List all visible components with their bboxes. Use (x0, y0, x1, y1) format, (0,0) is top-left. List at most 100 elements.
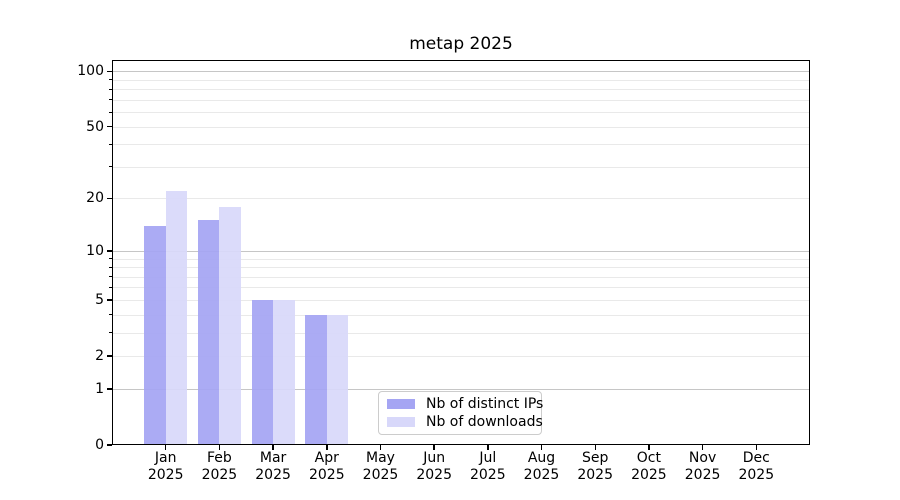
gridline-major-10 (112, 250, 810, 252)
gridline-minor-40 (112, 144, 810, 146)
y-tick-label-2: 2 (95, 348, 104, 364)
gridline-minor-6 (112, 287, 810, 289)
x-tick-year-jan: 2025 (147, 467, 184, 483)
x-tick-mark-oct (648, 445, 650, 450)
x-tick-label-apr: Apr 2025 (309, 450, 345, 484)
x-tick-mark-jun (433, 445, 435, 450)
x-tick-month-sep: Sep (581, 450, 609, 466)
gridline-minor-8 (112, 267, 810, 268)
x-tick-year-apr: 2025 (308, 467, 345, 483)
y-minortick-mark-90 (109, 79, 112, 81)
gridline-minor-50 (112, 126, 810, 128)
x-tick-label-aug: Aug 2025 (524, 450, 560, 484)
x-tick-mark-nov (701, 445, 704, 450)
x-tick-mark-mar (272, 445, 274, 450)
x-tick-month-may: May (366, 450, 395, 466)
x-tick-year-jul: 2025 (469, 467, 506, 483)
y-minortick-mark-50 (109, 126, 112, 128)
x-tick-mark-jul (487, 445, 489, 450)
x-tick-month-oct: Oct (636, 450, 661, 466)
y-minortick-mark-2 (109, 355, 112, 357)
y-tick-mark-100 (107, 70, 112, 72)
x-tick-year-feb: 2025 (201, 467, 238, 483)
y-minortick-mark-70 (109, 99, 112, 101)
x-tick-month-jan: Jan (154, 450, 177, 466)
x-tick-month-aug: Aug (527, 450, 556, 466)
gridline-minor-90 (112, 79, 810, 81)
y-minortick-mark-60 (109, 111, 112, 113)
bar-nb-of-distinct-ips-apr (305, 314, 327, 445)
gridline-minor-4 (112, 314, 810, 316)
x-tick-label-sep: Sep 2025 (577, 450, 613, 484)
y-minortick-mark-9 (109, 258, 112, 259)
x-tick-year-sep: 2025 (577, 467, 614, 483)
x-tick-label-dec: Dec 2025 (738, 450, 774, 484)
chart-title: metap 2025 (409, 34, 513, 54)
bar-nb-of-distinct-ips-feb (197, 220, 220, 445)
legend-item-nb-of-distinct-ips: Nb of distinct IPs (387, 396, 543, 412)
gridline-minor-80 (112, 89, 810, 91)
y-tick-label-100: 100 (77, 63, 104, 80)
gridline-minor-20 (112, 198, 810, 200)
x-tick-year-nov: 2025 (684, 467, 721, 483)
x-tick-month-mar: Mar (259, 450, 287, 466)
legend-item-nb-of-downloads: Nb of downloads (387, 414, 543, 430)
y-tick-mark-1 (107, 388, 112, 390)
y-minortick-mark-3 (109, 332, 112, 334)
legend-swatch-nb-of-distinct-ips (387, 399, 415, 409)
y-minortick-mark-5 (109, 299, 112, 301)
y-minortick-mark-6 (109, 286, 112, 288)
x-tick-year-aug: 2025 (523, 467, 560, 483)
x-tick-label-jan: Jan 2025 (148, 450, 184, 484)
gridline-minor-60 (112, 112, 810, 114)
y-minortick-mark-40 (109, 143, 112, 145)
y-minortick-mark-4 (109, 314, 112, 316)
gridline-minor-2 (112, 356, 810, 357)
x-tick-mark-aug (540, 445, 543, 450)
x-tick-year-jun: 2025 (416, 467, 453, 483)
y-minortick-mark-80 (109, 88, 112, 90)
y-tick-label-1: 1 (95, 380, 104, 397)
y-tick-label-10: 10 (86, 242, 104, 259)
gridline-minor-3 (112, 332, 810, 334)
legend-swatch-nb-of-downloads (387, 417, 415, 427)
bar-nb-of-distinct-ips-mar (251, 299, 274, 445)
gridline-minor-5 (112, 299, 810, 301)
gridline-minor-70 (112, 99, 810, 101)
x-tick-label-mar: Mar 2025 (255, 450, 291, 484)
x-tick-month-dec: Dec (742, 450, 770, 466)
bar-nb-of-downloads-feb (219, 206, 241, 445)
gridline-minor-9 (112, 258, 810, 260)
y-minortick-mark-20 (109, 197, 112, 199)
x-tick-month-nov: Nov (688, 450, 717, 466)
y-minortick-mark-7 (109, 276, 112, 278)
x-tick-mark-apr (326, 445, 328, 450)
x-tick-year-dec: 2025 (738, 467, 775, 483)
x-tick-mark-feb (218, 445, 221, 450)
bar-nb-of-distinct-ips-jan (144, 225, 166, 445)
bar-nb-of-downloads-apr (326, 314, 349, 445)
x-tick-mark-may (379, 445, 382, 450)
y-minortick-mark-30 (109, 166, 112, 168)
y-tick-mark-0 (107, 444, 112, 446)
x-tick-month-jun: Jun (423, 450, 446, 466)
x-tick-month-apr: Apr (314, 450, 339, 466)
x-tick-mark-jan (164, 445, 167, 450)
x-tick-label-oct: Oct 2025 (631, 450, 667, 484)
gridline-minor-30 (112, 166, 810, 168)
x-tick-label-jun: Jun 2025 (416, 450, 452, 484)
y-tick-label-50: 50 (86, 118, 104, 135)
y-tick-label-0: 0 (95, 437, 104, 453)
x-tick-year-may: 2025 (362, 467, 399, 483)
x-tick-label-may: May 2025 (363, 450, 399, 484)
x-tick-month-jul: Jul (479, 450, 497, 466)
gridline-major-1 (112, 388, 810, 390)
x-tick-mark-sep (594, 445, 596, 450)
legend-label-nb-of-downloads: Nb of downloads (426, 414, 543, 430)
x-tick-year-oct: 2025 (631, 467, 667, 483)
x-tick-month-feb: Feb (206, 450, 232, 466)
legend: Nb of distinct IPs Nb of downloads (378, 391, 543, 435)
gridline-minor-7 (112, 276, 810, 278)
legend-label-nb-of-distinct-ips: Nb of distinct IPs (426, 396, 544, 412)
